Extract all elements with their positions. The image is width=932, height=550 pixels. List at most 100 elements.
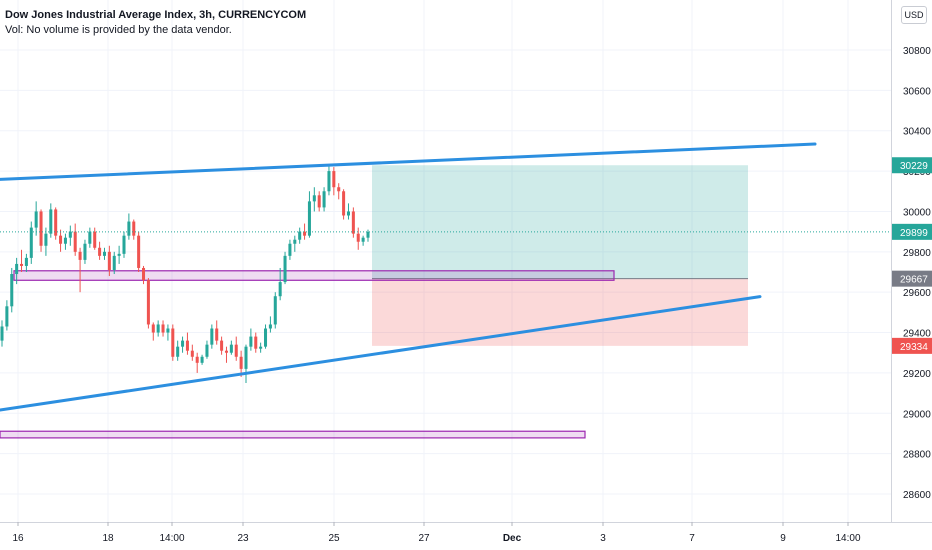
candle-body (273, 296, 277, 325)
chart-legend: Dow Jones Industrial Average Index, 3h, … (5, 8, 306, 38)
candle-body (127, 221, 131, 236)
candle-body (146, 280, 150, 325)
price-tick-label: 29600 (903, 288, 931, 299)
candle-body (239, 356, 243, 369)
price-tick-label: 30400 (903, 127, 931, 138)
candle-body (234, 344, 238, 357)
candle-body (244, 346, 248, 369)
profit-zone (372, 165, 748, 279)
candle-body (98, 247, 102, 256)
zones-layer (0, 270, 615, 439)
candle-body (185, 340, 189, 351)
price-tag-bg (892, 270, 932, 287)
time-tick-label: 14:00 (159, 533, 184, 544)
candle-body (229, 344, 233, 353)
candle-body (20, 263, 24, 266)
symbol-title: Dow Jones Industrial Average Index, 3h, … (5, 9, 307, 21)
candle-body (337, 187, 341, 192)
price-tick-label: 30800 (903, 46, 931, 57)
time-tick-label: 7 (689, 533, 695, 544)
candle-body (88, 231, 92, 244)
candle-body (210, 328, 214, 345)
candle-body (259, 346, 263, 349)
time-tick-label: 3 (600, 533, 606, 544)
candle-body (166, 328, 170, 333)
price-tick-label: 28600 (903, 490, 931, 501)
candle-body (224, 350, 228, 353)
candle-body (312, 195, 316, 202)
candle-body (73, 231, 77, 252)
candle-body (5, 306, 9, 327)
candle-body (132, 221, 136, 236)
time-tick-label: 16 (12, 533, 24, 544)
candle-body (156, 324, 160, 333)
candle-body (176, 346, 180, 357)
candle-body (264, 328, 268, 347)
time-tick-label: Dec (503, 533, 522, 544)
candle-body (293, 239, 297, 244)
candle-body (327, 171, 331, 192)
candle-body (288, 243, 292, 256)
candle-body (107, 251, 111, 270)
candle-body (361, 237, 365, 242)
support-zone-2 (0, 430, 586, 439)
candle-body (24, 257, 28, 266)
trendline-1 (0, 142, 817, 181)
time-tick-label: 18 (102, 533, 114, 544)
price-tag-bg (892, 157, 932, 174)
candle-body (307, 201, 311, 236)
trendlines-layer (0, 142, 817, 412)
price-tag-label: 29667 (900, 275, 928, 286)
candle-body (102, 251, 106, 256)
loss-zone (372, 278, 748, 346)
candle-body (161, 324, 165, 333)
price-tick-label: 29800 (903, 248, 931, 259)
position-layer (372, 165, 748, 346)
time-tick-label: 25 (328, 533, 340, 544)
candle-body (10, 274, 14, 307)
price-tick-label: 29400 (903, 329, 931, 340)
candle-body (268, 324, 272, 329)
price-tag-label: 30229 (900, 161, 928, 172)
candle-body (29, 227, 33, 258)
volume-note: Vol: No volume is provided by the data v… (5, 24, 232, 36)
candle-body (346, 211, 350, 216)
candle-body (342, 191, 346, 216)
candle-body (322, 191, 326, 208)
candle-body (200, 356, 204, 363)
price-tag-bg (892, 337, 932, 354)
candle-body (317, 195, 321, 208)
support-zone-1 (13, 270, 615, 281)
candle-body (39, 211, 43, 246)
price-tick-label: 30000 (903, 207, 931, 218)
candle-body (356, 233, 360, 242)
candle-body (93, 231, 97, 248)
candle-body (332, 171, 336, 188)
candle-body (181, 340, 185, 347)
candle-body (205, 344, 209, 357)
price-tag-bg (892, 223, 932, 240)
price-tick-label: 30600 (903, 86, 931, 97)
candle-body (137, 235, 141, 268)
candle-body (283, 255, 287, 283)
candle-body (34, 211, 38, 228)
candle-body (303, 231, 307, 236)
price-tick-label: 28800 (903, 450, 931, 461)
currency-button[interactable]: USD (901, 6, 927, 24)
price-tick-label: 29000 (903, 409, 931, 420)
candle-body (122, 235, 126, 254)
candle-body (190, 350, 194, 357)
candle-body (366, 231, 370, 238)
candle-body (83, 243, 87, 260)
candle-body (15, 263, 19, 275)
candle-body (44, 233, 48, 246)
candle-body (195, 356, 199, 363)
time-tick-label: 9 (780, 533, 786, 544)
time-tick-label: 27 (418, 533, 430, 544)
candle-body (54, 209, 58, 236)
candle-body (171, 328, 175, 357)
candle-body (151, 324, 155, 333)
candle-body (298, 231, 302, 240)
time-tick-label: 23 (237, 533, 249, 544)
